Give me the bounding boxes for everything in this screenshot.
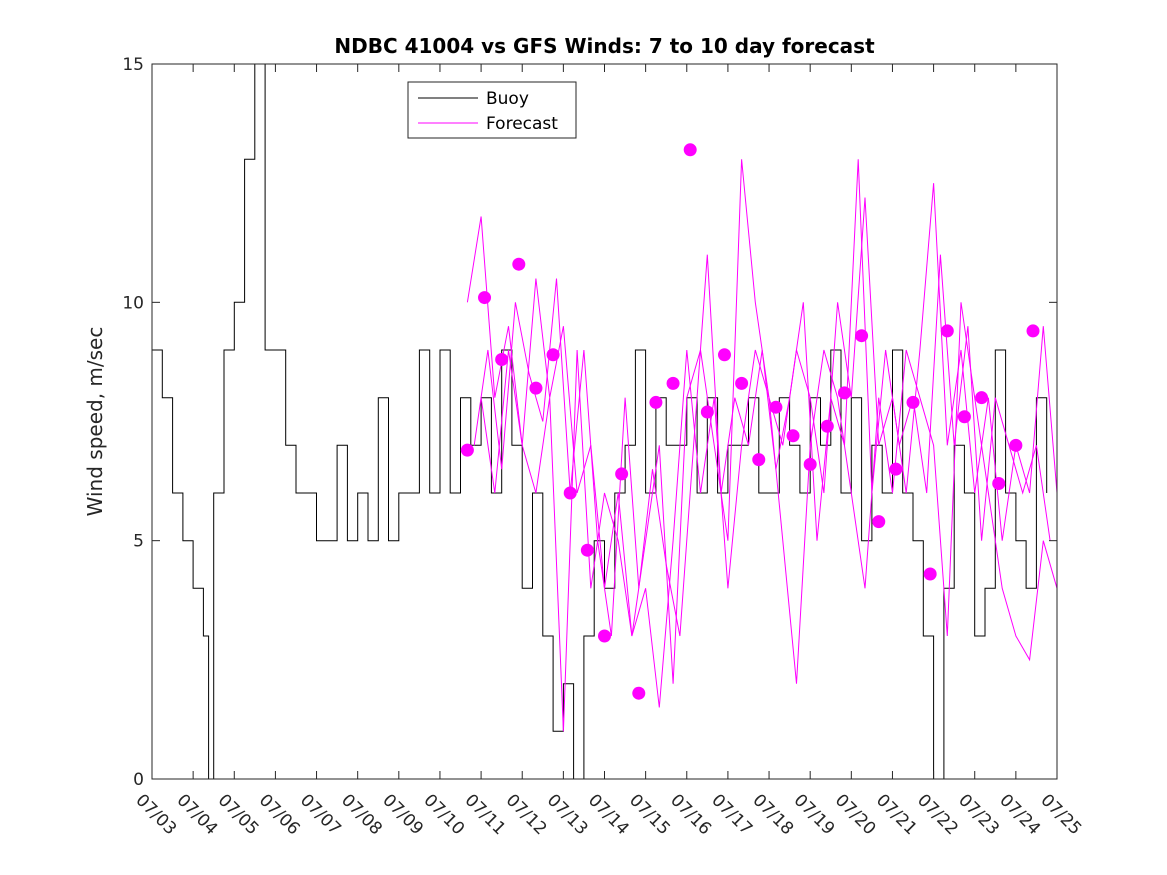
forecast-marker xyxy=(992,476,1006,490)
forecast-series-line-3 xyxy=(480,302,1058,732)
legend-label-buoy: Buoy xyxy=(486,89,529,109)
legend-box xyxy=(407,81,577,139)
forecast-marker xyxy=(512,257,526,271)
forecast-marker xyxy=(666,376,680,390)
forecast-marker xyxy=(872,515,886,529)
legend: Buoy Forecast xyxy=(407,81,577,139)
y-tick-label: 0 xyxy=(133,770,144,790)
forecast-marker xyxy=(889,462,903,476)
y-tick-label: 5 xyxy=(133,532,144,552)
plot-marks xyxy=(152,63,1058,780)
forecast-marker xyxy=(735,376,749,390)
forecast-marker xyxy=(769,400,783,414)
forecast-marker xyxy=(940,324,954,338)
forecast-marker xyxy=(683,143,697,157)
forecast-marker xyxy=(837,386,851,400)
forecast-marker xyxy=(580,543,594,557)
forecast-marker xyxy=(1009,438,1023,452)
forecast-marker xyxy=(529,381,543,395)
forecast-marker xyxy=(546,348,560,362)
forecast-marker xyxy=(478,291,492,305)
forecast-marker xyxy=(649,395,663,409)
y-tick-label: 10 xyxy=(122,293,144,313)
forecast-marker xyxy=(460,443,474,457)
forecast-marker xyxy=(495,353,509,367)
forecast-marker xyxy=(906,395,920,409)
forecast-marker xyxy=(975,391,989,405)
forecast-marker xyxy=(820,419,834,433)
forecast-marker xyxy=(855,329,869,343)
forecast-marker xyxy=(786,429,800,443)
forecast-marker xyxy=(615,467,629,481)
legend-label-forecast: Forecast xyxy=(486,114,558,134)
forecast-marker xyxy=(803,457,817,471)
chart-title: NDBC 41004 vs GFS Winds: 7 to 10 day for… xyxy=(334,34,875,58)
forecast-marker xyxy=(632,686,646,700)
forecast-marker xyxy=(957,410,971,424)
forecast-marker xyxy=(1026,324,1040,338)
y-tick-label: 15 xyxy=(122,55,144,75)
forecast-marker xyxy=(563,486,577,500)
y-axis-label: Wind speed, m/sec xyxy=(83,327,107,517)
forecast-marker xyxy=(717,348,731,362)
forecast-marker xyxy=(923,567,937,581)
forecast-marker xyxy=(598,629,611,643)
forecast-marker xyxy=(752,453,766,467)
forecast-marker xyxy=(700,405,714,419)
